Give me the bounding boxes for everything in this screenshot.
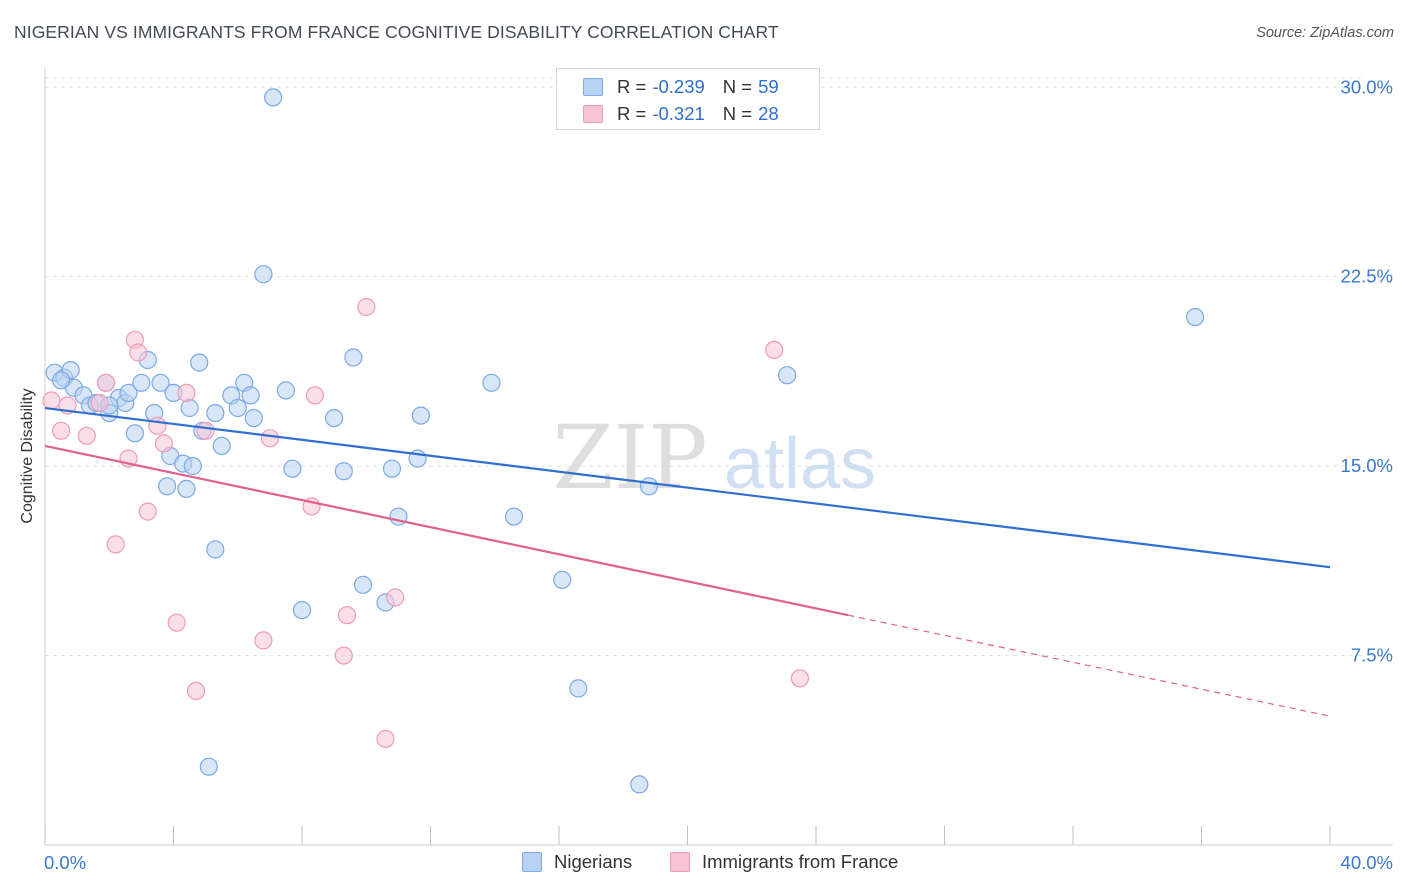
swatch-france: [583, 105, 603, 123]
point-nigerian: [325, 409, 344, 428]
source-label: Source: ZipAtlas.com: [1256, 25, 1394, 41]
point-nigerian: [212, 436, 231, 455]
point-france: [357, 297, 376, 317]
point-nigerian: [411, 406, 430, 425]
point-france: [167, 613, 186, 632]
legend-label-nigerians: Nigerians: [554, 851, 633, 872]
point-france: [90, 393, 109, 413]
n-value: 59: [758, 76, 779, 97]
point-nigerian: [777, 366, 797, 385]
r-label: R =: [617, 76, 647, 97]
point-france: [254, 631, 273, 650]
r-label: R =: [617, 103, 647, 124]
point-nigerian: [276, 381, 295, 400]
r-value: -0.321: [652, 103, 705, 124]
point-france: [305, 386, 324, 405]
watermark-zip: ZIP: [552, 406, 707, 509]
point-nigerian: [264, 88, 283, 107]
stats-legend: R = -0.239 N = 59 R = -0.321 N = 28: [556, 68, 820, 130]
point-nigerian: [158, 477, 177, 496]
point-nigerian: [292, 600, 312, 620]
point-nigerian: [151, 373, 170, 392]
point-nigerian: [132, 373, 151, 392]
stats-row-france: R = -0.321 N = 28: [583, 102, 779, 126]
stats-row-nigerians: R = -0.239 N = 59: [583, 75, 779, 99]
point-nigerian: [283, 459, 302, 478]
r-value: -0.239: [652, 76, 705, 97]
legend-item-france[interactable]: Immigrants from France: [670, 851, 898, 873]
point-nigerian: [353, 575, 373, 594]
point-france: [42, 391, 61, 410]
x-tick-label-min: 0.0%: [44, 852, 87, 873]
point-france: [106, 535, 125, 554]
chart-title: NIGERIAN VS IMMIGRANTS FROM FRANCE COGNI…: [14, 22, 779, 42]
point-nigerian: [51, 371, 71, 390]
legend-swatch-france: [670, 852, 690, 872]
point-france: [765, 340, 784, 359]
n-label: N =: [722, 103, 753, 124]
point-nigerian: [344, 348, 363, 367]
trend-line-france-extension: [848, 614, 1331, 717]
point-france: [154, 434, 173, 453]
point-france: [196, 421, 215, 440]
point-nigerian: [553, 570, 572, 589]
point-nigerian: [177, 479, 196, 498]
point-nigerian: [228, 398, 247, 418]
legend-label-france: Immigrants from France: [702, 851, 899, 872]
point-france: [177, 383, 196, 402]
point-france: [260, 429, 279, 448]
watermark: ZIP atlas: [552, 406, 876, 509]
point-nigerian: [119, 383, 138, 402]
trend-line-nigerians: [44, 406, 1331, 569]
point-nigerian: [569, 679, 588, 698]
legend-item-nigerians[interactable]: Nigerians: [522, 851, 632, 873]
point-france: [129, 343, 148, 362]
y-tick-label: 22.5%: [1341, 266, 1393, 287]
point-nigerian: [180, 398, 199, 418]
point-nigerian: [206, 540, 225, 559]
point-france: [790, 669, 810, 688]
point-nigerian: [244, 409, 263, 428]
point-nigerian: [254, 265, 273, 284]
point-nigerian: [334, 462, 353, 481]
series-legend: Nigerians Immigrants from France: [0, 851, 1406, 877]
point-france: [386, 588, 405, 607]
watermark-atlas: atlas: [724, 424, 876, 504]
point-france: [51, 421, 71, 440]
n-value: 28: [758, 103, 779, 124]
point-france: [96, 373, 116, 392]
legend-swatch-nigerians: [522, 852, 542, 872]
point-france: [77, 426, 96, 445]
point-france: [148, 416, 167, 435]
point-nigerian: [1185, 308, 1205, 327]
point-nigerian: [199, 757, 218, 776]
point-nigerian: [190, 353, 209, 372]
point-france: [186, 681, 206, 701]
point-nigerian: [125, 424, 144, 443]
point-france: [337, 606, 357, 625]
point-nigerian: [639, 477, 659, 496]
y-tick-label: 7.5%: [1351, 645, 1393, 666]
point-france: [334, 646, 353, 665]
point-france: [376, 729, 395, 749]
y-tick-label: 15.0%: [1341, 455, 1393, 476]
point-nigerian: [183, 457, 202, 476]
trend-line-france: [44, 444, 849, 617]
point-nigerian: [382, 459, 402, 478]
point-nigerian: [504, 507, 524, 526]
point-nigerian: [630, 775, 649, 794]
point-nigerian: [482, 373, 501, 392]
y-tick-label: 30.0%: [1341, 76, 1393, 97]
point-france: [138, 502, 157, 521]
point-nigerian: [206, 404, 225, 423]
swatch-nigerians: [583, 78, 603, 96]
point-nigerian: [241, 386, 260, 405]
x-tick-label-max: 40.0%: [1340, 852, 1393, 873]
n-label: N =: [722, 76, 753, 97]
